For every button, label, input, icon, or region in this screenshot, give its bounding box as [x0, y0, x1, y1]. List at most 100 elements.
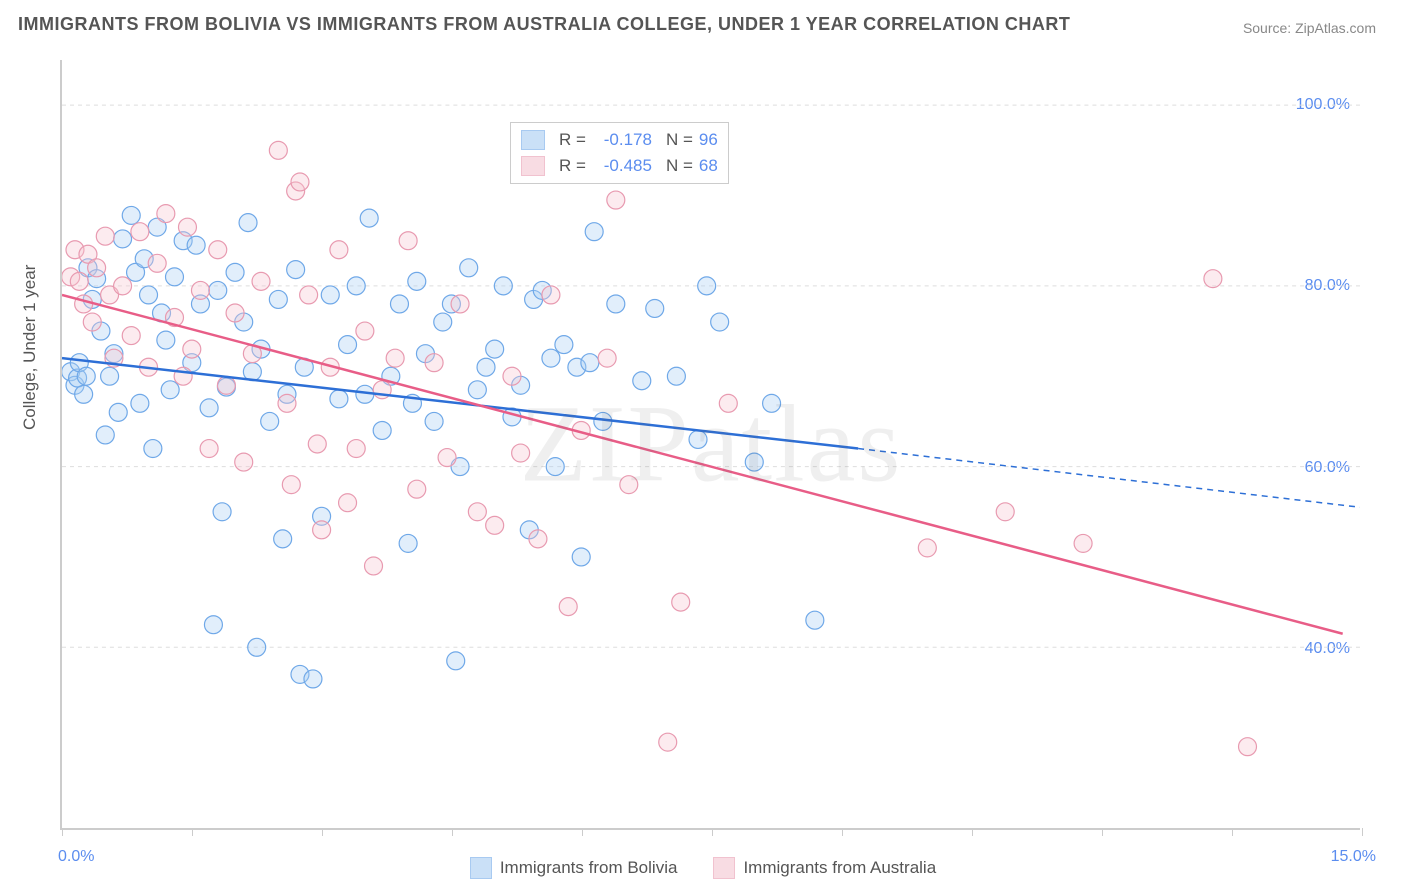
data-point: [425, 354, 443, 372]
data-point: [698, 277, 716, 295]
source-label: Source:: [1243, 20, 1295, 36]
data-point: [1204, 270, 1222, 288]
data-point: [304, 670, 322, 688]
data-point: [209, 241, 227, 259]
plot-area: ZIPatlas 40.0%60.0%80.0%100.0% R =-0.178…: [60, 60, 1360, 830]
data-point: [408, 480, 426, 498]
legend-row: R = -0.178 N = 96: [521, 127, 718, 153]
data-point: [209, 281, 227, 299]
correlation-legend: R =-0.178N =96R =-0.485N =68: [510, 122, 729, 184]
data-point: [659, 733, 677, 751]
data-point: [96, 227, 114, 245]
r-label: R =: [559, 156, 586, 176]
data-point: [226, 263, 244, 281]
data-point: [300, 286, 318, 304]
data-point: [200, 440, 218, 458]
x-tick: [322, 828, 323, 836]
data-point: [70, 272, 88, 290]
data-point: [114, 277, 132, 295]
data-point: [559, 598, 577, 616]
series-legend-item: Immigrants from Bolivia: [470, 857, 678, 879]
n-value: 68: [699, 156, 718, 176]
data-point: [620, 476, 638, 494]
data-point: [235, 453, 253, 471]
data-point: [157, 205, 175, 223]
data-point: [503, 367, 521, 385]
data-point: [248, 638, 266, 656]
data-point: [213, 503, 231, 521]
data-point: [598, 349, 616, 367]
x-tick: [1362, 828, 1363, 836]
r-value: -0.178: [592, 130, 652, 150]
n-value: 96: [699, 130, 718, 150]
source-attribution: Source: ZipAtlas.com: [1243, 20, 1376, 36]
data-point: [996, 503, 1014, 521]
data-point: [356, 322, 374, 340]
data-point: [529, 530, 547, 548]
data-point: [204, 616, 222, 634]
data-point: [217, 376, 235, 394]
x-tick: [582, 828, 583, 836]
n-label: N =: [666, 130, 693, 150]
data-point: [425, 412, 443, 430]
data-point: [585, 223, 603, 241]
data-point: [77, 367, 95, 385]
legend-swatch: [713, 857, 735, 879]
data-point: [633, 372, 651, 390]
data-point: [226, 304, 244, 322]
data-point: [239, 214, 257, 232]
data-point: [161, 381, 179, 399]
r-label: R =: [559, 130, 586, 150]
data-point: [486, 340, 504, 358]
data-point: [689, 431, 707, 449]
data-point: [131, 223, 149, 241]
x-tick: [1102, 828, 1103, 836]
x-tick: [452, 828, 453, 836]
data-point: [308, 435, 326, 453]
data-point: [200, 399, 218, 417]
data-point: [339, 336, 357, 354]
data-point: [581, 354, 599, 372]
data-point: [1074, 534, 1092, 552]
data-point: [191, 281, 209, 299]
data-point: [321, 286, 339, 304]
data-point: [486, 516, 504, 534]
data-point: [140, 286, 158, 304]
data-point: [122, 206, 140, 224]
data-point: [494, 277, 512, 295]
data-point: [672, 593, 690, 611]
data-point: [278, 394, 296, 412]
data-point: [719, 394, 737, 412]
data-point: [83, 313, 101, 331]
series-legend-item: Immigrants from Australia: [713, 857, 936, 879]
series-name: Immigrants from Australia: [743, 858, 936, 878]
source-link[interactable]: ZipAtlas.com: [1295, 20, 1376, 36]
data-point: [399, 232, 417, 250]
data-point: [438, 449, 456, 467]
data-point: [373, 421, 391, 439]
data-point: [313, 521, 331, 539]
data-point: [365, 557, 383, 575]
x-tick: [842, 828, 843, 836]
x-tick: [1232, 828, 1233, 836]
data-point: [646, 299, 664, 317]
data-point: [274, 530, 292, 548]
data-point: [282, 476, 300, 494]
data-point: [806, 611, 824, 629]
data-point: [434, 313, 452, 331]
x-tick: [192, 828, 193, 836]
data-point: [347, 440, 365, 458]
data-point: [75, 295, 93, 313]
data-point: [261, 412, 279, 430]
data-point: [512, 444, 530, 462]
data-point: [451, 295, 469, 313]
data-point: [131, 394, 149, 412]
data-point: [667, 367, 685, 385]
trend-line: [62, 358, 858, 448]
data-point: [607, 191, 625, 209]
data-point: [148, 254, 166, 272]
data-point: [607, 295, 625, 313]
data-point: [360, 209, 378, 227]
data-point: [101, 367, 119, 385]
data-point: [122, 327, 140, 345]
